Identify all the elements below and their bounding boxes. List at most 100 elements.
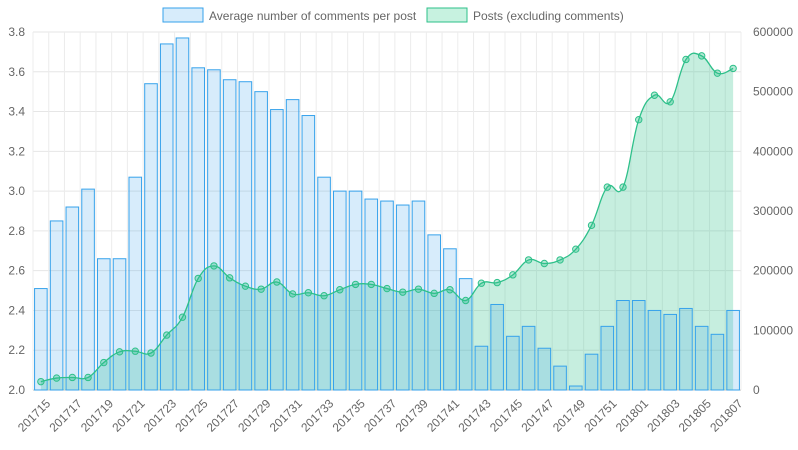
point-posts-201717[interactable] [68,373,77,382]
bar-comments-201739[interactable] [411,200,426,391]
bar-comments-201732[interactable] [301,115,316,391]
bar-comments-201734[interactable] [333,190,347,391]
bar-comments-201749[interactable] [569,385,583,391]
point-posts-201723[interactable] [163,331,171,339]
bar-comments-201752[interactable] [616,300,630,391]
point-posts-201803[interactable] [666,98,674,106]
legend-item-posts[interactable]: Posts (excluding comments) [426,7,624,23]
point-posts-201718[interactable] [84,373,92,382]
point-posts-201736[interactable] [367,280,375,289]
point-posts-201724[interactable] [178,313,187,321]
point-posts-201716[interactable] [52,374,61,382]
point-posts-201719[interactable] [100,358,108,367]
x-tick-label: 201721 [109,396,147,434]
bar-comments-201803[interactable] [663,313,677,391]
point-posts-201730[interactable] [273,278,281,286]
bar-comments-201728[interactable] [238,81,253,391]
point-posts-201734[interactable] [336,286,344,294]
point-posts-201731[interactable] [288,290,297,298]
y-right-tick-label: 500000 [753,85,793,99]
bar-comments-201737[interactable] [380,200,394,391]
point-posts-201729[interactable] [257,285,265,293]
point-posts-201807[interactable] [729,64,737,73]
bar-comments-201806[interactable] [710,333,725,391]
point-posts-201725[interactable] [194,274,202,283]
point-posts-201752[interactable] [619,183,627,191]
bar-comments-201715[interactable] [34,288,48,391]
x-tick-label: 201717 [46,396,84,434]
point-posts-201733[interactable] [320,292,328,300]
point-posts-201806[interactable] [713,69,722,77]
point-posts-201739[interactable] [414,285,423,293]
bar-comments-201723[interactable] [159,43,174,391]
point-posts-201720[interactable] [115,348,124,356]
legend-item-comments[interactable]: Average number of comments per post [162,7,417,23]
point-posts-201749[interactable] [572,245,580,253]
bar-comments-201726[interactable] [207,69,221,391]
point-posts-201728[interactable] [241,282,250,290]
point-posts-201751[interactable] [603,183,611,191]
y-left-tick-label: 2.0 [8,383,25,397]
bar-comments-201802[interactable] [647,309,662,391]
point-posts-201741[interactable] [446,286,454,294]
bar-comments-201730[interactable] [270,109,284,391]
bar-comments-201733[interactable] [317,176,331,391]
bar-comments-201742[interactable] [458,278,473,391]
bar-comments-201805[interactable] [694,325,709,391]
point-posts-201737[interactable] [383,284,391,293]
x-tick-label: 201725 [172,396,210,434]
point-posts-201742[interactable] [461,296,470,305]
bar-comments-201807[interactable] [726,309,740,391]
point-posts-201801[interactable] [635,116,643,124]
point-posts-201804[interactable] [682,55,690,64]
bar-comments-201747[interactable] [537,347,552,391]
point-posts-201805[interactable] [697,52,706,60]
point-posts-201802[interactable] [650,91,659,99]
point-posts-201743[interactable] [477,279,486,287]
bar-comments-201743[interactable] [474,345,489,391]
point-posts-201746[interactable] [524,256,533,264]
point-posts-201735[interactable] [351,280,360,289]
bar-comments-201724[interactable] [175,37,190,391]
point-posts-201715[interactable] [37,377,45,386]
bar-comments-201735[interactable] [348,190,363,391]
bar-comments-201722[interactable] [144,83,158,391]
point-posts-201744[interactable] [493,278,501,287]
bar-comments-201804[interactable] [679,307,693,391]
point-posts-201738[interactable] [399,288,407,296]
bar-comments-201721[interactable] [128,176,143,391]
x-tick-label: 201805 [676,396,714,434]
bar-comments-201738[interactable] [395,204,410,391]
bar-comments-201746[interactable] [521,325,536,391]
posts-area [40,53,734,390]
bar-comments-201717[interactable] [65,206,80,391]
bar-comments-201725[interactable] [191,67,205,391]
bar-comments-201745[interactable] [506,335,520,391]
point-posts-201747[interactable] [540,259,549,268]
bar-comments-201718[interactable] [81,188,95,391]
x-tick-label: 201747 [518,396,556,434]
bar-comments-201731[interactable] [285,99,300,391]
point-posts-201750[interactable] [587,221,596,230]
bar-comments-201744[interactable] [490,303,504,391]
bar-comments-201727[interactable] [222,79,237,391]
point-posts-201721[interactable] [131,347,139,355]
bar-comments-201729[interactable] [254,91,268,391]
point-posts-201726[interactable] [210,262,218,270]
point-posts-201740[interactable] [430,289,438,298]
bar-comments-201740[interactable] [427,234,441,391]
point-posts-201722[interactable] [147,349,155,357]
bar-comments-201748[interactable] [553,365,567,391]
point-posts-201748[interactable] [556,256,564,264]
bar-comments-201801[interactable] [631,300,646,391]
bar-comments-201736[interactable] [364,198,379,391]
point-posts-201727[interactable] [225,274,234,282]
bar-comments-201751[interactable] [600,325,615,391]
bar-comments-201741[interactable] [443,248,457,391]
point-posts-201745[interactable] [509,271,517,279]
bar-comments-201720[interactable] [112,258,127,391]
bar-comments-201750[interactable] [584,353,599,391]
bar-comments-201719[interactable] [97,258,111,391]
bar-comments-201716[interactable] [49,220,64,391]
point-posts-201732[interactable] [304,289,313,297]
